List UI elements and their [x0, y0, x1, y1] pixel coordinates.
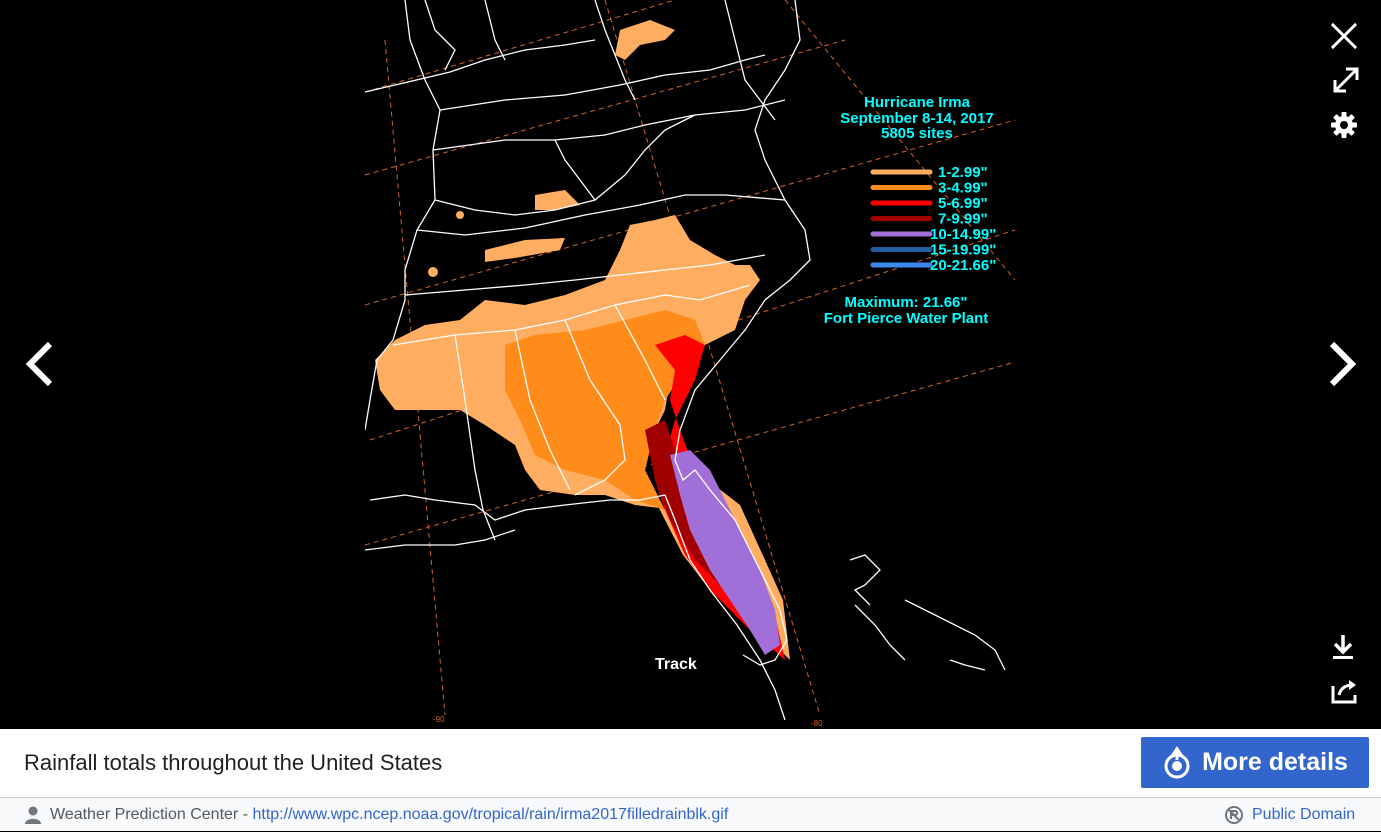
- legend-label: 7-9.99": [938, 211, 988, 228]
- source-link[interactable]: http://www.wpc.ncep.noaa.gov/tropical/ra…: [252, 806, 729, 823]
- map-title-line-1: Hurricane Irma: [864, 94, 971, 111]
- map-maximum-line-2: Fort Pierce Water Plant: [824, 310, 989, 327]
- legend-label: 10-14.99": [930, 226, 996, 243]
- more-details-button[interactable]: More details: [1141, 737, 1369, 788]
- map-legend: 1-2.99"3-4.99"5-6.99"7-9.99"10-14.99"15-…: [870, 164, 996, 274]
- license-label: Public Domain: [1252, 806, 1356, 823]
- author-attribution: Weather Prediction Center - http://www.w…: [24, 798, 728, 832]
- more-details-label: More details: [1202, 748, 1348, 776]
- gear-icon: [1331, 112, 1357, 138]
- map-maximum-line-1: Maximum: 21.66": [845, 294, 968, 311]
- image-caption: Rainfall totals throughout the United St…: [24, 750, 443, 775]
- share-icon: [1331, 680, 1357, 704]
- chevron-right-icon: [1329, 341, 1357, 387]
- legend-label: 20-21.66": [930, 257, 996, 274]
- legend-label: 15-19.99": [930, 242, 996, 259]
- download-button[interactable]: [1326, 630, 1360, 664]
- close-button[interactable]: [1326, 18, 1362, 54]
- author-separator: -: [238, 806, 253, 823]
- user-icon: [25, 806, 41, 824]
- map-longitude-label-left: -90: [433, 715, 445, 724]
- map-title-line-2: September 8-14, 2017: [840, 110, 993, 127]
- public-domain-icon: [1225, 806, 1243, 824]
- map-track-label: Track: [655, 656, 697, 673]
- expand-icon: [1333, 67, 1359, 93]
- attribution-footer: Weather Prediction Center - http://www.w…: [0, 797, 1381, 831]
- rainfall-map-image: Hurricane Irma September 8-14, 2017 5805…: [365, 0, 1015, 729]
- caption-bar: Rainfall totals throughout the United St…: [0, 729, 1381, 797]
- map-title-line-3: 5805 sites: [881, 125, 953, 142]
- previous-image-button[interactable]: [14, 336, 64, 392]
- legend-label: 3-4.99": [938, 180, 988, 197]
- next-image-button[interactable]: [1318, 336, 1368, 392]
- download-icon: [1333, 635, 1353, 659]
- legend-label: 5-6.99": [938, 195, 988, 212]
- media-viewer: Hurricane Irma September 8-14, 2017 5805…: [14, 0, 1368, 729]
- commons-logo-icon: [1164, 745, 1190, 778]
- chevron-left-icon: [25, 341, 53, 387]
- legend-label: 1-2.99": [938, 164, 988, 181]
- fullscreen-button[interactable]: [1328, 62, 1364, 98]
- map-grid-lines: [365, 0, 1015, 716]
- author-name: Weather Prediction Center: [50, 806, 239, 823]
- close-icon: [1331, 23, 1357, 49]
- map-longitude-label-right: -80: [811, 719, 823, 728]
- map-boundaries: [365, 0, 1006, 721]
- share-button[interactable]: [1328, 674, 1362, 708]
- settings-button[interactable]: [1326, 107, 1362, 143]
- license-link[interactable]: Public Domain: [1224, 798, 1355, 832]
